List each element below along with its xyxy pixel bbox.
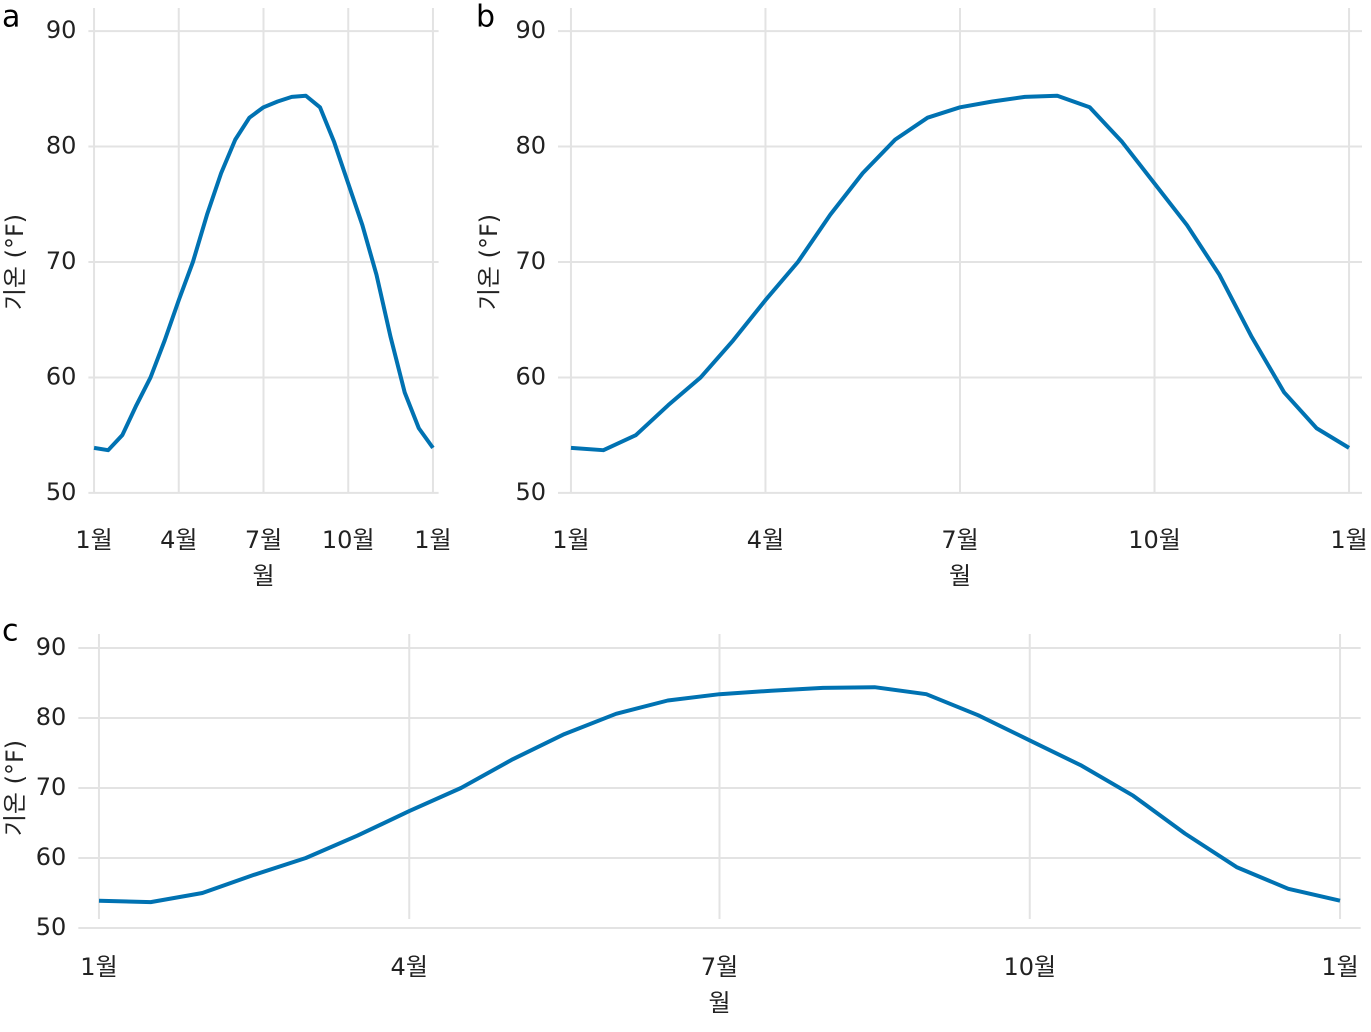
y-tick-label: 70 [36,773,67,801]
y-tick-label: 90 [515,16,546,44]
x-tick-label: 1월 [75,526,112,554]
x-tick-label: 4월 [747,526,784,554]
y-tick-label: 90 [36,633,67,661]
x-axis-title: 월 [949,562,971,590]
x-tick-label: 10월 [322,526,375,554]
y-axis-title: 기온 (°F) [1,214,29,310]
line [570,93,1351,453]
x-tick-label: 1월 [414,526,451,554]
y-tick-label: 90 [46,16,77,44]
x-tick-label: 7월 [701,953,738,981]
y-tick-label: 50 [46,478,77,506]
line [98,685,1341,905]
x-tick-label: 10월 [1128,526,1181,554]
x-tick-label: 4월 [160,526,197,554]
y-tick-label: 80 [46,132,77,160]
y-tick-label: 80 [515,132,546,160]
x-tick-label: 1월 [1321,953,1358,981]
x-tick-label: 10월 [1003,953,1056,981]
x-tick-label: 7월 [245,526,282,554]
panel-label: a [2,0,20,35]
line [93,93,435,453]
x-tick-label: 7월 [941,526,978,554]
y-tick-label: 60 [46,362,77,390]
x-tick-label: 1월 [80,953,117,981]
x-tick-label: 1월 [1330,526,1367,554]
panel: b 50 60 70 80 90 1월 4월 7월 10월 1월월 기온 (°F) [475,0,1368,590]
y-tick-label: 50 [515,478,546,506]
y-tick-label: 60 [36,843,67,871]
y-axis-title: 기온 (°F) [1,740,29,836]
x-axis-title: 월 [252,562,274,590]
x-axis-title: 월 [708,989,730,1017]
y-tick-label: 80 [36,703,67,731]
x-tick-label: 4월 [391,953,428,981]
y-tick-label: 60 [515,362,546,390]
panel-label: b [476,0,495,35]
panel: a 50 60 70 80 90 1월 4월 7월 10월 1월월 기온 (°F) [1,0,452,590]
y-tick-label: 70 [515,247,546,275]
y-tick-label: 70 [46,247,77,275]
x-tick-label: 1월 [552,526,589,554]
panel: c 50 60 70 80 90 1월 4월 7월 10월 1월월 기온 (°F) [1,614,1361,1017]
panel-label: c [2,614,19,649]
y-axis-title: 기온 (°F) [475,214,503,310]
y-tick-label: 50 [36,913,67,941]
